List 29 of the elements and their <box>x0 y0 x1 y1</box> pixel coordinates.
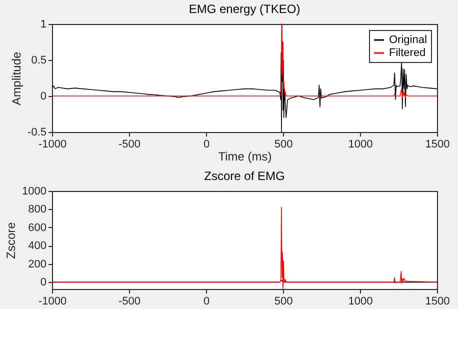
legend-label: Filtered <box>389 47 426 59</box>
y-tick-label: -0.5 <box>28 126 46 138</box>
y-tick-label: 400 <box>28 240 46 252</box>
chart-title: Zscore of EMG <box>204 169 285 183</box>
x-tick-label: 1500 <box>425 138 450 150</box>
x-tick-label: 1000 <box>348 296 373 308</box>
y-tick-label: 0 <box>40 90 46 102</box>
y-tick-label: 600 <box>28 222 46 234</box>
x-axis-title: Time (ms) <box>218 150 272 164</box>
x-tick-label: 500 <box>274 296 293 308</box>
x-tick-label: -500 <box>118 138 141 150</box>
x-tick-label: 500 <box>274 138 293 150</box>
x-tick-label: 1500 <box>425 296 450 308</box>
x-tick-label: 0 <box>203 296 210 308</box>
y-tick-label: 0.5 <box>31 54 46 66</box>
y-tick-label: 200 <box>28 258 46 270</box>
chart-title: EMG energy (TKEO) <box>188 2 300 16</box>
y-tick-label: 800 <box>28 204 46 216</box>
x-tick-label: 0 <box>203 138 210 150</box>
y-axis-title: Amplitude <box>10 52 24 106</box>
legend-label: Original <box>389 34 427 46</box>
y-tick-label: 1 <box>40 18 46 30</box>
x-tick-label: -1000 <box>38 296 67 308</box>
y-tick-label: 0 <box>40 276 46 289</box>
x-tick-label: -500 <box>118 296 141 308</box>
x-tick-label: -1000 <box>38 138 67 150</box>
y-tick-label: 1000 <box>22 186 46 198</box>
y-axis-title: Zscore <box>4 222 18 259</box>
x-tick-label: 1000 <box>348 138 373 150</box>
